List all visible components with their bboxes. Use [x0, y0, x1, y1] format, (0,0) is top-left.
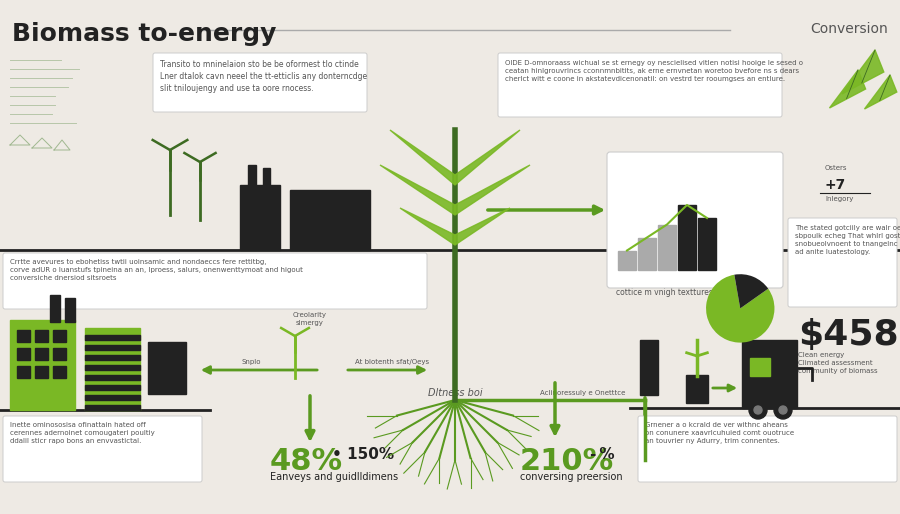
Text: Dltness boi: Dltness boi	[428, 388, 482, 398]
Bar	[17, 366, 30, 378]
Text: Crrtte avevures to ebohetiss twtii uoinsamic and nondaeccs fere rettitbg,
corve : Crrtte avevures to ebohetiss twtii uoins…	[10, 259, 303, 281]
Bar	[638, 237, 656, 270]
Text: 48%: 48%	[270, 447, 343, 476]
Bar	[85, 328, 140, 410]
Bar	[263, 168, 270, 190]
Bar	[85, 395, 140, 400]
Bar	[290, 190, 370, 250]
Text: 210%: 210%	[520, 447, 614, 476]
FancyBboxPatch shape	[788, 218, 897, 307]
Bar	[85, 405, 140, 410]
Bar	[750, 358, 770, 376]
Polygon shape	[390, 130, 455, 185]
Text: - %: - %	[590, 447, 615, 462]
Bar	[640, 340, 658, 395]
Polygon shape	[380, 165, 455, 215]
Text: Transito to mninelaion sto be be oformest tlo ctinde
Lner dtalok cavn neeel the : Transito to mninelaion sto be be oformes…	[160, 60, 367, 94]
Bar	[248, 165, 256, 190]
Bar	[85, 375, 140, 380]
Text: ( Mltisicin excinastive
cottice m vnigh texttures: ( Mltisicin excinastive cottice m vnigh …	[616, 276, 713, 297]
Bar	[53, 366, 66, 378]
Bar	[240, 185, 280, 250]
FancyBboxPatch shape	[153, 53, 367, 112]
Bar	[17, 348, 30, 360]
Wedge shape	[734, 274, 769, 308]
Bar	[35, 366, 48, 378]
FancyBboxPatch shape	[3, 253, 427, 309]
Circle shape	[754, 406, 762, 414]
FancyBboxPatch shape	[607, 152, 783, 288]
Text: Inette ominososisa ofinattain hated off
cerennes adernoinet comougateri poultiy
: Inette ominososisa ofinattain hated off …	[10, 422, 155, 445]
Bar	[658, 225, 676, 270]
Text: Osters: Osters	[825, 165, 848, 171]
Text: Eanveys and guidlldimens: Eanveys and guidlldimens	[270, 472, 398, 482]
Circle shape	[774, 401, 792, 419]
Text: Inlegory: Inlegory	[825, 196, 853, 202]
Text: Conversion: Conversion	[810, 22, 888, 36]
Text: conversing preersion: conversing preersion	[520, 472, 623, 482]
Text: At blotenth sfat/Oeys: At blotenth sfat/Oeys	[355, 359, 429, 365]
Bar	[65, 298, 75, 322]
Bar	[85, 335, 140, 340]
Polygon shape	[455, 165, 530, 215]
Text: $458: $458	[798, 318, 898, 352]
Bar	[742, 340, 797, 408]
Bar	[698, 218, 716, 270]
Text: Grnener a o kcrald de ver withnc aheans
on conunere xaavrlcuhuied comt ouotruce
: Grnener a o kcrald de ver withnc aheans …	[645, 422, 794, 445]
Text: Snplo: Snplo	[242, 359, 262, 365]
Circle shape	[779, 406, 787, 414]
Text: Biomass to-energy: Biomass to-energy	[12, 22, 276, 46]
Polygon shape	[455, 208, 510, 245]
FancyBboxPatch shape	[638, 416, 897, 482]
Bar	[53, 330, 66, 342]
Bar	[53, 348, 66, 360]
Polygon shape	[455, 130, 520, 185]
Bar	[85, 355, 140, 360]
Text: Crtte energy sesciusion: Crtte energy sesciusion	[616, 161, 737, 170]
Text: +7: +7	[825, 178, 846, 192]
Text: The stated gotciily are walr oeenogy
sbpoulk echeg That whlrl gosture
snobueolvn: The stated gotciily are walr oeenogy sbp…	[795, 225, 900, 255]
Bar	[17, 330, 30, 342]
Circle shape	[749, 401, 767, 419]
FancyBboxPatch shape	[3, 416, 202, 482]
Text: Creolarity
slmergy: Creolarity slmergy	[293, 312, 327, 325]
Text: Aclinoressuly e Onetttce: Aclinoressuly e Onetttce	[540, 390, 626, 396]
Bar	[10, 320, 75, 410]
Bar	[85, 385, 140, 390]
Text: Clean energy
Climated assessment
community of biomass: Clean energy Climated assessment communi…	[798, 352, 877, 374]
Bar	[35, 330, 48, 342]
Polygon shape	[830, 70, 866, 108]
Bar	[686, 375, 708, 403]
Polygon shape	[400, 208, 455, 245]
Polygon shape	[865, 75, 896, 109]
Bar	[85, 365, 140, 370]
Wedge shape	[706, 274, 774, 343]
Bar	[85, 345, 140, 350]
Bar	[618, 250, 636, 270]
Text: OlDE D-omnoraass wichual se st ernegy oy nescielised vitlen notisi hooige le ses: OlDE D-omnoraass wichual se st ernegy oy…	[505, 60, 803, 82]
FancyBboxPatch shape	[498, 53, 782, 117]
Bar	[678, 205, 696, 270]
Polygon shape	[842, 50, 884, 94]
Bar	[35, 348, 48, 360]
Text: • 150%: • 150%	[332, 447, 394, 462]
Text: Tle pr.: Tle pr.	[648, 428, 670, 434]
Bar	[148, 342, 186, 394]
Bar	[50, 295, 60, 322]
